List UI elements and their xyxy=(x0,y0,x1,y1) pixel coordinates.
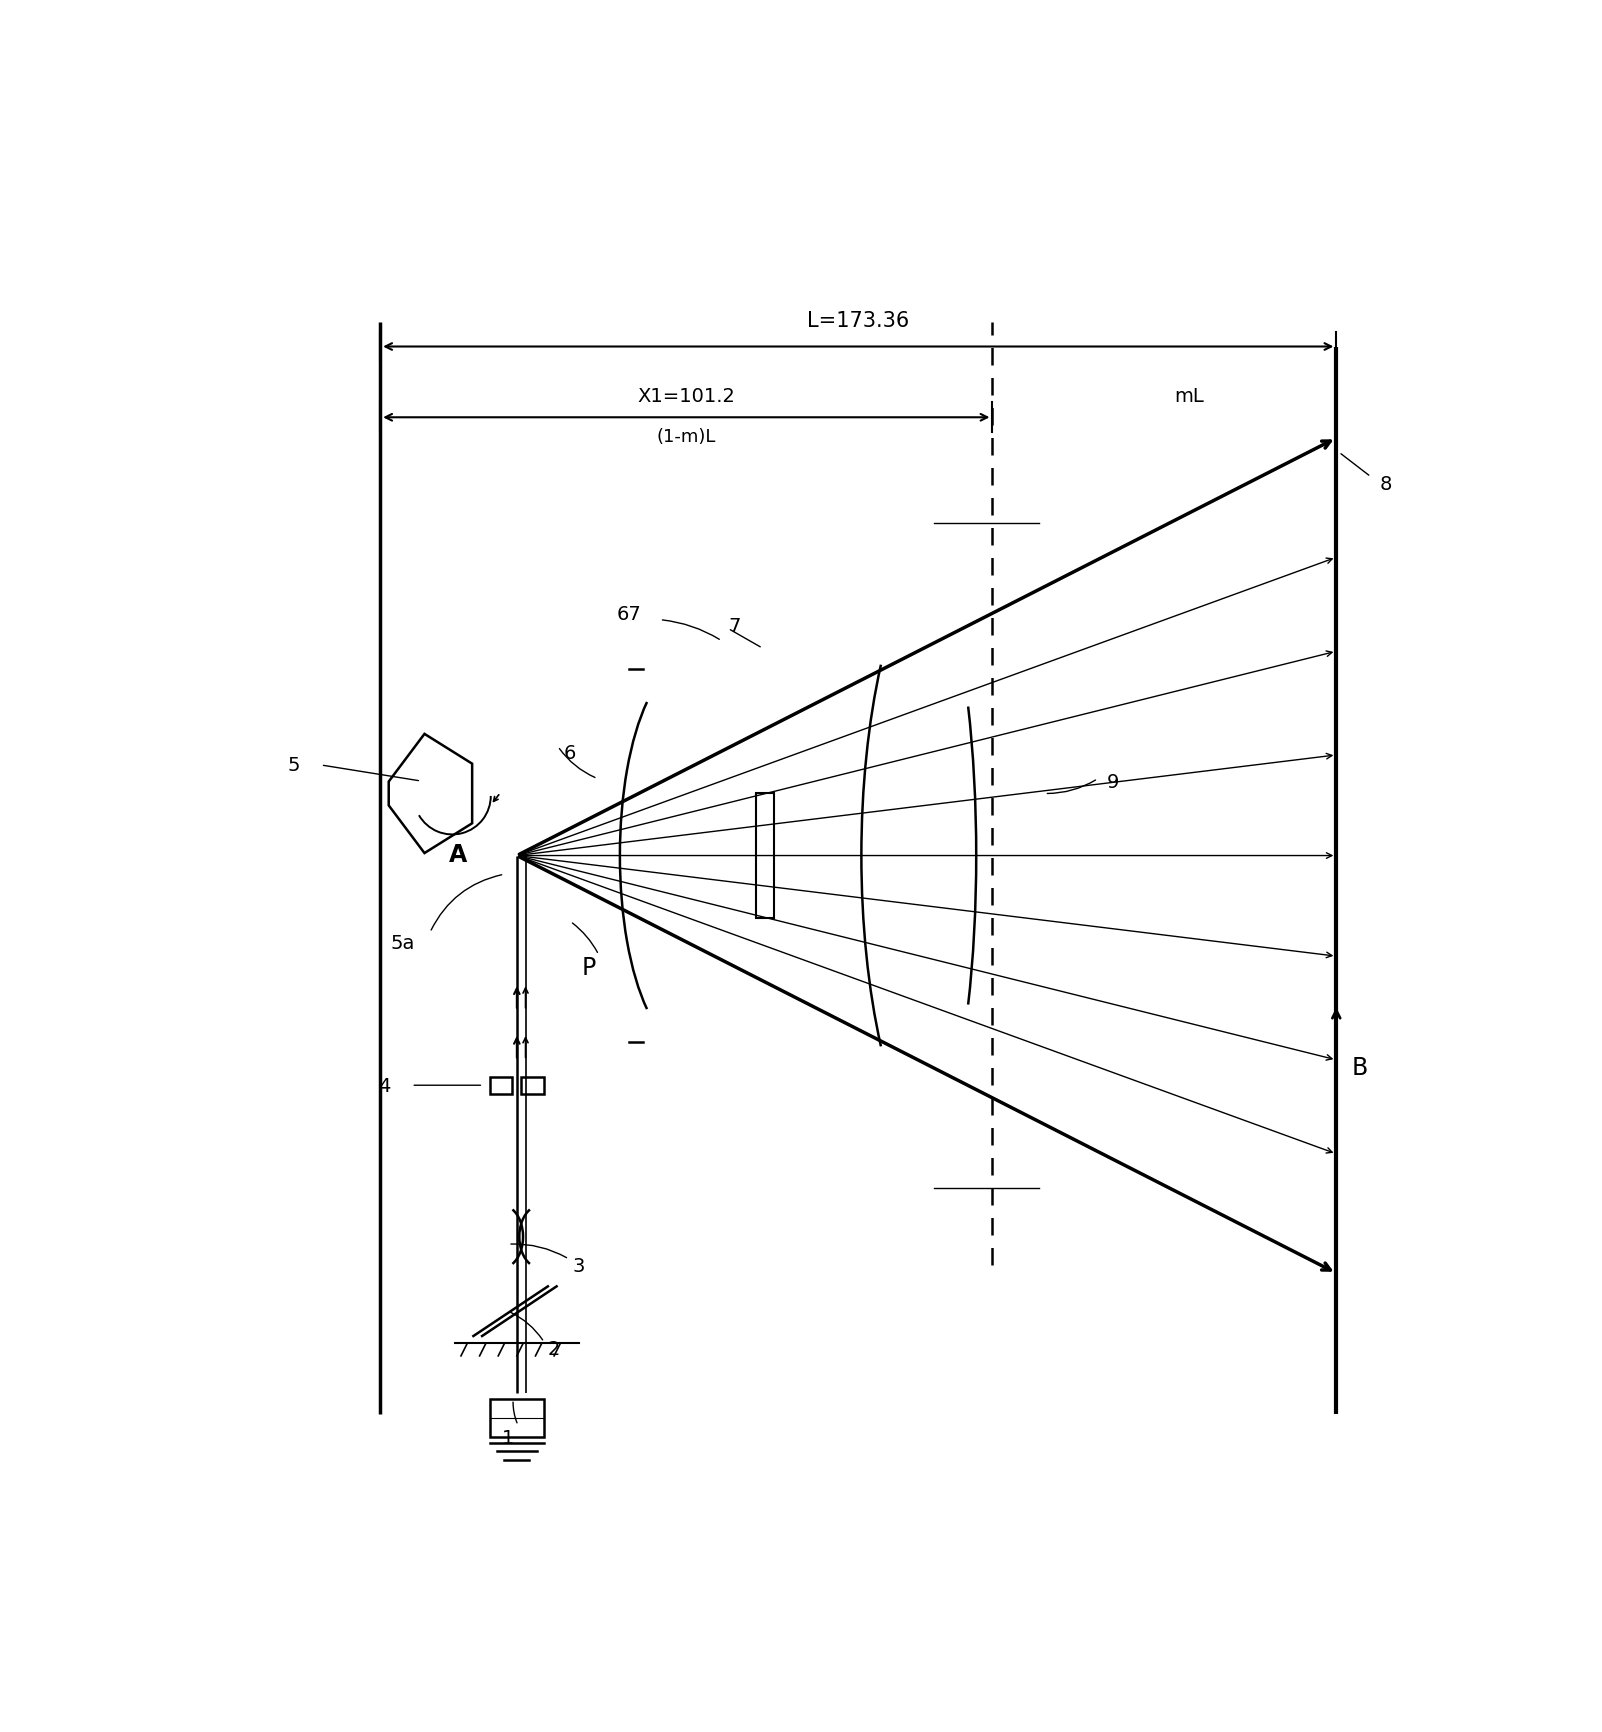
Bar xyxy=(521,1077,543,1095)
Text: 67: 67 xyxy=(617,604,641,624)
Text: 8: 8 xyxy=(1379,475,1392,494)
Bar xyxy=(490,1077,513,1095)
Text: 5a: 5a xyxy=(391,934,415,953)
Text: X1=101.2: X1=101.2 xyxy=(638,386,735,405)
Text: B: B xyxy=(1350,1055,1368,1079)
Text: P: P xyxy=(582,956,596,980)
Text: L=173.36: L=173.36 xyxy=(807,312,910,331)
Text: 6: 6 xyxy=(564,743,577,762)
Bar xyxy=(756,793,774,918)
Text: (1-m)L: (1-m)L xyxy=(657,428,716,445)
Text: 7: 7 xyxy=(727,617,740,636)
Text: 3: 3 xyxy=(574,1256,585,1275)
Text: 9: 9 xyxy=(1107,772,1118,792)
Text: 1: 1 xyxy=(501,1429,514,1448)
Text: A: A xyxy=(450,843,468,866)
Text: 2: 2 xyxy=(548,1339,561,1358)
Text: mL: mL xyxy=(1174,386,1205,405)
Text: 4: 4 xyxy=(378,1076,391,1095)
Bar xyxy=(490,1399,545,1438)
Text: 5: 5 xyxy=(287,755,300,774)
